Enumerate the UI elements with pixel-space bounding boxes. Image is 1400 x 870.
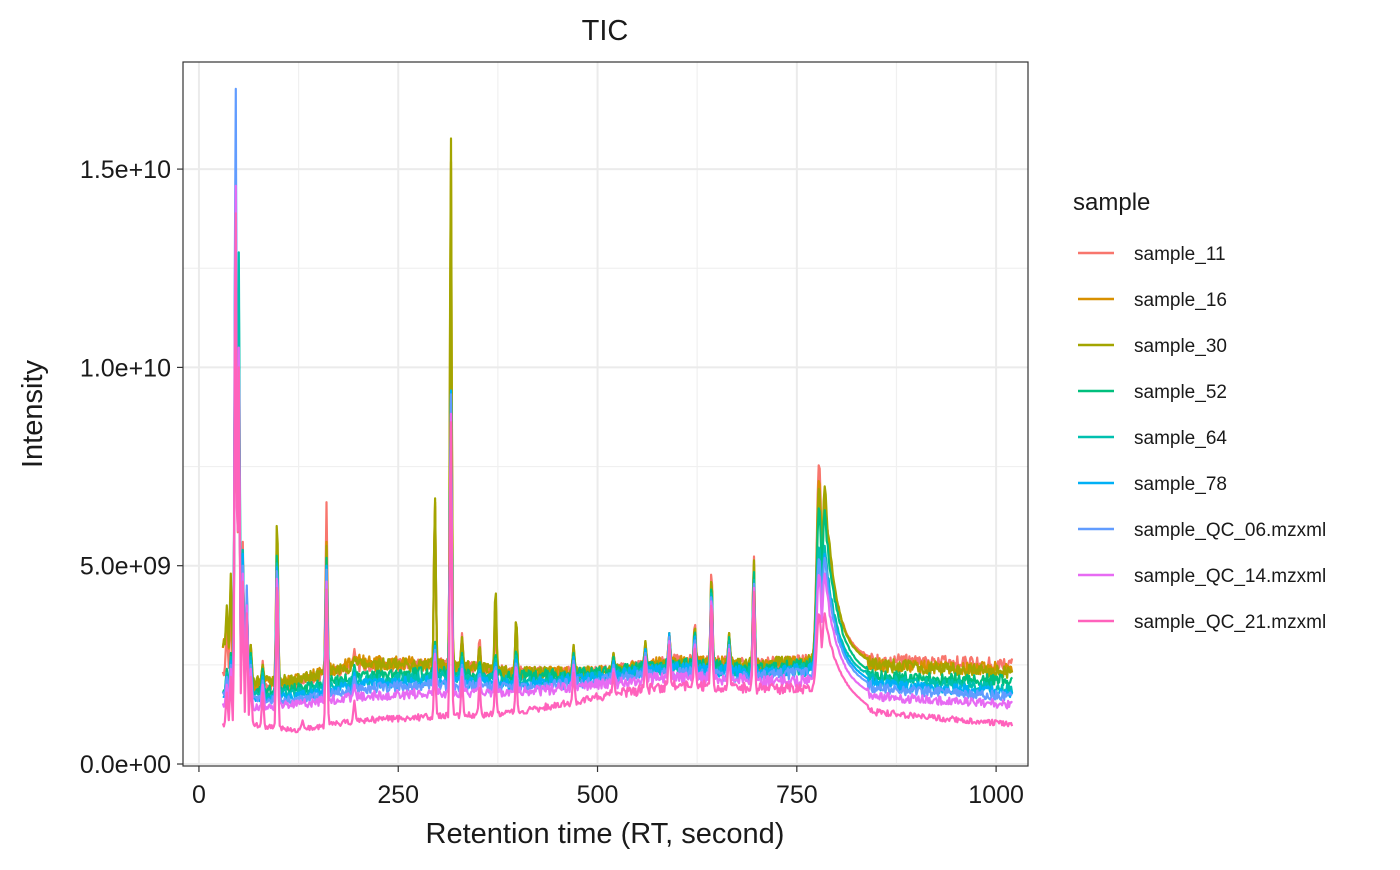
y-axis-title: Intensity [17,360,49,468]
x-tick-label: 1000 [968,781,1024,809]
x-tick-label: 500 [577,781,619,809]
legend-item-label: sample_78 [1134,474,1227,495]
series-line-sample-qc-21-mzxml [221,212,1014,734]
x-tick-label: 250 [377,781,419,809]
axes: 0 250 500 750 1000 0.0e+00 5.0e+09 1.0e+10 1.5e+… [80,156,1024,809]
legend-item-label: sample_30 [1134,336,1227,357]
legend-item-label: sample_QC_06.mzxml [1134,520,1326,541]
y-tick-label: 5.0e+09 [80,553,171,581]
plot-area [182,61,1029,767]
legend-item-label: sample_64 [1134,428,1227,449]
legend-item-label: sample_11 [1134,244,1226,265]
x-tick-label: 750 [776,781,818,809]
y-tick-label: 1.5e+10 [80,156,171,184]
series-lines [221,87,1014,734]
series-line-sample-qc-14-mzxml [221,184,1014,712]
y-tick-label: 1.0e+10 [80,354,171,382]
series-line-sample-qc-06-mzxml [221,87,1013,706]
legend: sample sample_11 sample_16 sample_30sample… [1073,189,1326,633]
series-line-sample-30 [221,137,1014,688]
chart-title: TIC [582,15,629,47]
x-axis-title: Retention time (RT, second) [426,818,785,850]
legend-title: sample [1073,189,1150,216]
legend-item-label: sample_QC_21.mzxml [1134,612,1326,633]
legend-item-label: sample_QC_14.mzxml [1134,566,1326,587]
y-tick-label: 0.0e+00 [80,751,171,779]
legend-item-label: sample_16 [1134,290,1227,311]
x-tick-label: 0 [192,781,206,809]
plot-border [182,61,1029,767]
legend-item-label: sample_52 [1134,382,1227,403]
series-line-sample-78 [222,142,1014,703]
